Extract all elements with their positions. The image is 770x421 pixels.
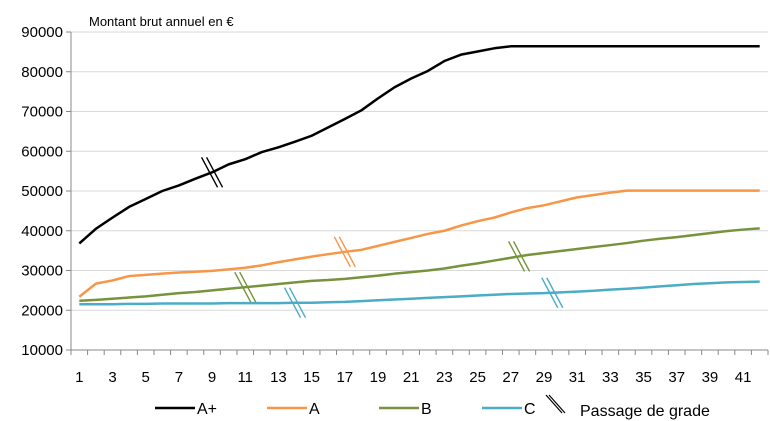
marker-stroke: [546, 277, 564, 309]
grade-change-markers: [200, 156, 564, 319]
marker-stroke: [283, 287, 302, 319]
y-tick-label: 90000: [21, 24, 63, 41]
marker-stroke: [234, 271, 252, 303]
y-tick-label: 10000: [21, 342, 63, 359]
marker-stroke: [512, 241, 531, 272]
legend-label: Passage de grade: [580, 403, 710, 420]
legend-item: C: [482, 401, 536, 418]
legend-item: Passage de grade: [545, 394, 710, 420]
legend: A+ A B C Passage de grade: [155, 394, 710, 420]
x-tick-label: 3: [108, 369, 116, 386]
marker-stroke: [288, 287, 307, 319]
marker-stroke: [541, 277, 559, 309]
grade-change-marker: [200, 156, 224, 188]
x-tick-label: 13: [270, 369, 287, 386]
x-tick-label: 41: [735, 369, 752, 386]
x-tick-label: 27: [502, 369, 519, 386]
legend-marker-swatch: [545, 394, 566, 414]
grade-change-marker: [234, 271, 257, 303]
x-tick-label: 29: [536, 369, 553, 386]
grade-change-marker: [507, 241, 531, 272]
x-tick-label: 11: [237, 369, 253, 386]
y-tick-label: 20000: [21, 302, 63, 319]
legend-label: C: [524, 401, 536, 418]
marker-stroke: [333, 236, 351, 268]
x-tick-label: 9: [208, 369, 216, 386]
x-tick-label: 21: [403, 369, 420, 386]
series-line-b: [79, 227, 760, 302]
marker-stroke: [338, 236, 356, 268]
y-tick-label: 60000: [21, 143, 63, 160]
legend-item: A+: [155, 401, 217, 418]
marker-stroke: [545, 394, 563, 414]
x-tick-label: 33: [602, 369, 619, 386]
x-tick-label: 7: [175, 369, 183, 386]
x-tick-label: 31: [569, 369, 586, 386]
grade-change-marker: [541, 277, 564, 309]
marker-stroke: [200, 156, 219, 188]
axes: 10000 20000 30000 40000 50000 60000 70000 80000…: [21, 24, 769, 386]
y-tick-label: 70000: [21, 104, 63, 121]
series-lines: [78, 45, 760, 306]
legend-label: A+: [197, 401, 217, 418]
legend-item: A: [267, 401, 320, 418]
x-tick-label: 17: [336, 369, 353, 386]
x-tick-label: 39: [702, 369, 719, 386]
gridlines: [71, 31, 768, 351]
x-tick-label: 37: [668, 369, 685, 386]
y-tick-label: 40000: [21, 223, 63, 240]
x-tick-label: 5: [142, 369, 150, 386]
legend-item: B: [379, 401, 432, 418]
marker-stroke: [507, 241, 526, 272]
marker-stroke: [548, 394, 566, 414]
y-tick-label: 80000: [21, 64, 63, 81]
series-line-c: [79, 280, 760, 306]
legend-label: B: [421, 401, 432, 418]
y-tick-label: 30000: [21, 263, 63, 280]
y-axis-unit-label: Montant brut annuel en €: [89, 14, 234, 29]
x-tick-label: 23: [436, 369, 453, 386]
x-tick-label: 19: [370, 369, 387, 386]
x-tick-label: 35: [635, 369, 652, 386]
x-tick-label: 1: [75, 369, 83, 386]
marker-stroke: [239, 271, 257, 303]
legend-label: A: [309, 401, 320, 418]
grade-change-marker: [283, 287, 307, 319]
x-tick-label: 25: [469, 369, 486, 386]
series-line-a-plus: [78, 45, 760, 245]
y-tick-label: 50000: [21, 183, 63, 200]
series-line-a: [78, 189, 760, 298]
marker-stroke: [205, 156, 224, 188]
x-tick-label: 15: [303, 369, 320, 386]
grade-change-marker: [333, 236, 356, 268]
